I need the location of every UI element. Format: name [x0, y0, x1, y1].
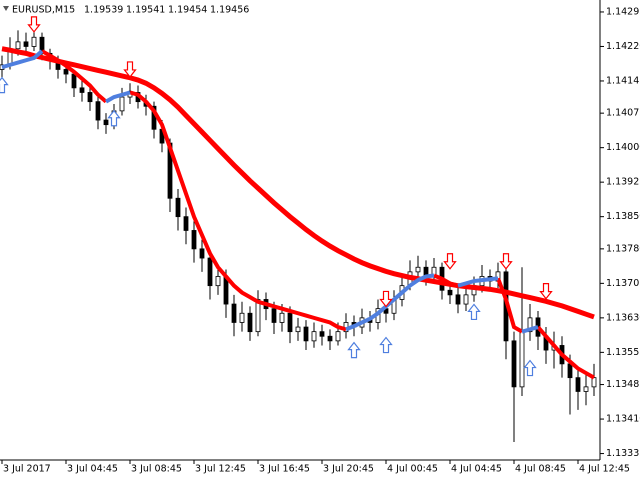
- candle-body: [119, 96, 125, 112]
- indicator-line: [41, 49, 595, 380]
- candle-body: [519, 331, 525, 388]
- y-tick-label: 1.13850: [606, 211, 640, 222]
- indicator-line: [1, 46, 595, 320]
- sell-arrow: [499, 253, 513, 270]
- sell-arrow: [443, 253, 457, 270]
- y-tick-label: 1.14145: [606, 75, 640, 86]
- candle-body: [575, 377, 581, 392]
- header-value: 1.19456: [210, 5, 249, 16]
- candle-body: [255, 299, 261, 333]
- y-tick-label: 1.14220: [606, 41, 640, 52]
- candle-body: [183, 216, 189, 231]
- buy-arrow: [0, 76, 9, 94]
- candle-body: [527, 317, 533, 333]
- candle-body: [239, 312, 245, 323]
- candle-body: [319, 331, 325, 337]
- y-tick-label: 1.13925: [606, 177, 640, 188]
- symbol-icon: [3, 6, 9, 11]
- x-tick-label: 3 Jul 20:45: [323, 464, 374, 475]
- candle-body: [175, 197, 181, 218]
- y-tick-label: 1.13705: [606, 278, 640, 289]
- candle-body: [31, 36, 37, 47]
- candle-body: [271, 308, 277, 323]
- x-tick-label: 4 Jul 04:45: [451, 464, 502, 475]
- x-tick-label: 3 Jul 08:45: [131, 464, 182, 475]
- sell-arrow: [539, 283, 553, 300]
- header-value: 1.19541: [126, 5, 165, 16]
- y-tick-label: 1.13410: [606, 414, 640, 425]
- x-tick-label: 3 Jul 12:45: [195, 464, 246, 475]
- candle-body: [335, 331, 341, 342]
- y-tick-label: 1.14000: [606, 142, 640, 153]
- candle-body: [63, 69, 69, 75]
- buy-arrow: [467, 303, 481, 321]
- candle-body: [447, 289, 453, 296]
- y-tick-label: 1.14295: [606, 6, 640, 17]
- candle-body: [455, 294, 461, 305]
- x-tick-label: 3 Jul 16:45: [259, 464, 310, 475]
- chart-title: EURUSD,M15: [12, 5, 75, 16]
- candle-body: [311, 331, 317, 342]
- candle-body: [247, 312, 253, 333]
- candle-body: [583, 386, 589, 392]
- candle-body: [95, 101, 101, 121]
- candle-body: [23, 41, 29, 47]
- candle-body: [231, 303, 237, 323]
- x-tick-label: 4 Jul 00:45: [387, 464, 438, 475]
- y-tick-label: 1.14075: [606, 108, 640, 119]
- candle-body: [303, 326, 309, 342]
- candle-body: [191, 230, 197, 250]
- header-value: 1.19454: [168, 5, 207, 16]
- x-tick-label: 4 Jul 12:45: [579, 464, 630, 475]
- buy-arrow: [347, 341, 361, 359]
- candle-body: [79, 87, 85, 93]
- candle-body: [279, 312, 285, 323]
- sell-arrow: [379, 290, 393, 308]
- y-tick-label: 1.13485: [606, 379, 640, 390]
- candle-body: [287, 312, 293, 333]
- sell-arrow: [27, 16, 41, 33]
- candle-body: [463, 294, 469, 305]
- candle-body: [215, 276, 221, 287]
- y-tick-label: 1.13555: [606, 347, 640, 358]
- candle-body: [103, 119, 109, 126]
- x-tick-label: 4 Jul 08:45: [515, 464, 566, 475]
- candle-body: [199, 248, 205, 259]
- candle-body: [15, 41, 21, 50]
- indicator-line: [1, 49, 539, 334]
- header-value: 1.19539: [84, 5, 123, 16]
- candle-body: [87, 92, 93, 103]
- buy-arrow: [379, 336, 393, 354]
- buy-arrow: [107, 109, 121, 127]
- candle-body: [327, 335, 333, 342]
- candle-body: [295, 326, 301, 333]
- candle-body: [71, 73, 77, 89]
- sell-arrow: [123, 61, 137, 78]
- buy-arrow: [523, 359, 537, 377]
- x-tick-label: 3 Jul 04:45: [67, 464, 118, 475]
- candle-body: [415, 266, 421, 273]
- candle-body: [567, 363, 573, 379]
- y-tick-label: 1.13630: [606, 312, 640, 323]
- candle-body: [511, 340, 517, 388]
- y-tick-label: 1.13780: [606, 243, 640, 254]
- y-tick-label: 1.13335: [606, 448, 640, 459]
- x-tick-label: 3 Jul 2017: [3, 464, 51, 475]
- candle-body: [207, 257, 213, 287]
